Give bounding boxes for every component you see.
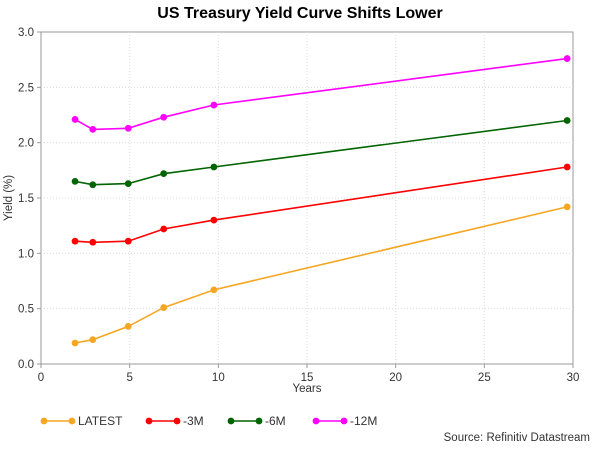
x-tick-label: 25 [478,372,491,384]
data-point [89,181,97,189]
data-point [71,178,79,185]
data-point [89,238,97,246]
data-point [563,117,571,124]
y-tick-label: 2.5 [18,82,34,94]
data-point [71,237,79,245]
legend-label: -3M [183,414,204,428]
y-ticks: 0.0 0.5 1.0 1.5 2.0 2.5 3.0 [18,27,41,371]
data-point [160,304,168,311]
legend-marker [40,417,48,425]
data-point [563,55,571,62]
series-latest [71,203,571,347]
y-tick-label: 1.0 [18,248,34,260]
legend-item-latest: LATEST [40,414,123,428]
x-ticks: 0 5 10 15 20 25 30 [38,364,580,384]
data-point [71,339,79,347]
y-tick-label: 3.0 [18,27,34,39]
data-point [89,336,97,344]
legend-marker [255,417,263,425]
y-tick-label: 0.5 [18,304,34,316]
source-note: Source: Refinitiv Datastream [443,432,590,444]
x-axis-label: Years [293,383,322,395]
legend-marker [145,417,153,425]
data-point [71,116,79,123]
y-axis-label: Yield (%) [3,175,15,221]
x-tick-label: 20 [389,372,402,384]
data-point [563,203,571,211]
data-point [89,125,97,133]
data-point [210,101,218,109]
legend-label: -6M [265,414,286,428]
data-point [563,163,571,171]
series-12m [71,55,571,133]
legend-label: -12M [350,414,377,428]
series-3m [71,163,571,246]
y-tick-label: 2.0 [18,138,34,150]
data-point [210,216,218,224]
x-tick-label: 10 [212,372,225,384]
data-point [160,225,168,233]
legend-marker [227,417,235,425]
legend: LATEST -3M -6M -12M [40,414,377,428]
x-tick-label: 15 [301,372,314,384]
data-point [124,237,132,245]
legend-marker [68,417,76,425]
legend-label: LATEST [78,414,123,428]
x-tick-label: 0 [38,372,44,384]
data-point [210,163,218,171]
data-point [160,113,168,121]
y-tick-label: 0.0 [18,359,34,371]
data-point [124,124,132,132]
legend-marker [173,417,181,425]
grid-lines [41,32,573,364]
data-point [210,286,218,294]
legend-marker [340,417,348,425]
x-tick-label: 5 [126,372,132,384]
chart-title: US Treasury Yield Curve Shifts Lower [157,5,443,22]
legend-item-6m: -6M [227,414,286,428]
data-point [124,180,132,188]
data-point [124,322,132,330]
x-tick-label: 30 [567,372,580,384]
legend-marker [312,417,320,425]
series-layer [71,55,571,347]
legend-item-3m: -3M [145,414,204,428]
series-6m [71,117,571,189]
legend-item-12m: -12M [312,414,377,428]
data-point [160,170,168,178]
y-tick-label: 1.5 [18,193,34,205]
